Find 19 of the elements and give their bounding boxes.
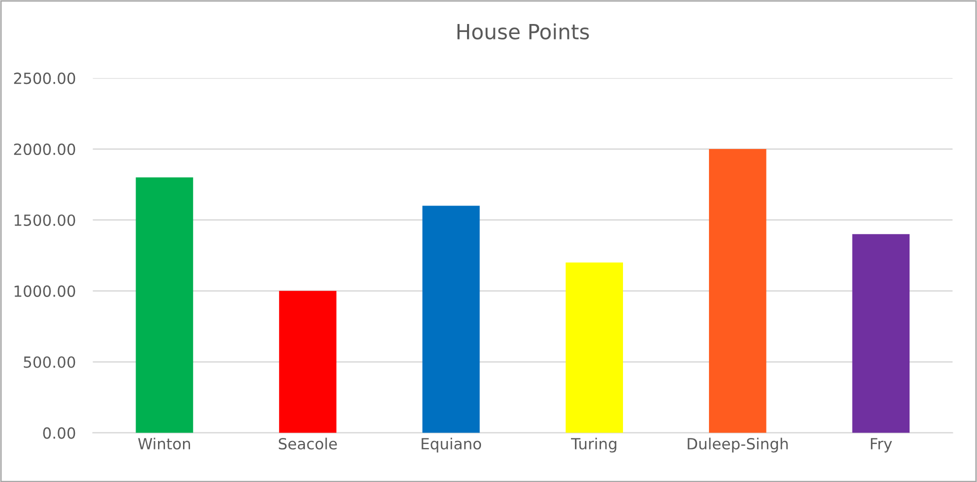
x-tick-label: Seacole bbox=[278, 438, 337, 450]
x-tick-label: Equiano bbox=[422, 438, 482, 452]
y-tick-label: 0.00 bbox=[43, 427, 76, 439]
bar bbox=[708, 149, 766, 433]
x-tick-label: Winton bbox=[138, 438, 190, 450]
bar bbox=[566, 262, 623, 433]
bar bbox=[422, 206, 480, 433]
y-tick-label: 2500.00 bbox=[14, 72, 76, 84]
x-tick-label: Duleep-Singh bbox=[688, 438, 788, 452]
x-tick-label: Turing bbox=[570, 438, 616, 452]
bar bbox=[279, 290, 336, 433]
y-tick-label: 2000.00 bbox=[14, 144, 76, 156]
x-tick-label: Fry bbox=[870, 438, 892, 452]
bar bbox=[136, 177, 194, 433]
y-tick-label: 500.00 bbox=[24, 356, 76, 368]
chart-title: House Points bbox=[458, 23, 589, 40]
y-tick-label: 1000.00 bbox=[14, 285, 76, 297]
y-tick-label: 1500.00 bbox=[14, 214, 76, 226]
bar bbox=[852, 234, 910, 433]
